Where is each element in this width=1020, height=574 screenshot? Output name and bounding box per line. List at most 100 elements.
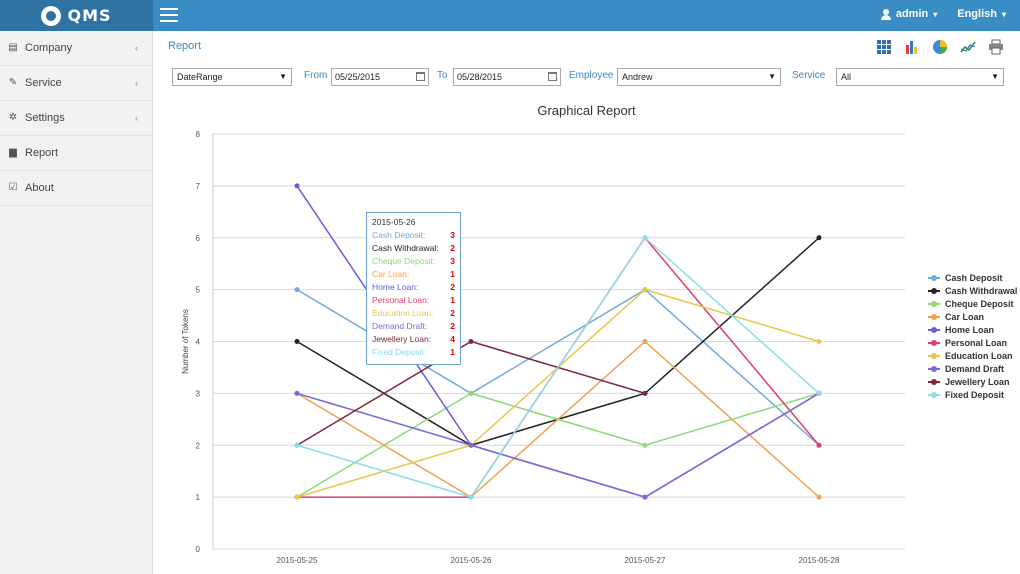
from-date-input[interactable]: 05/25/2015	[331, 68, 429, 86]
data-point	[642, 235, 648, 241]
legend-item[interactable]: Home Loan	[928, 323, 1017, 336]
legend-label: Fixed Deposit	[945, 389, 1005, 400]
y-axis-label: Number of Tokens	[181, 309, 190, 374]
employee-label: Employee	[569, 70, 614, 81]
print-icon[interactable]	[988, 39, 1004, 55]
data-point	[642, 287, 648, 293]
y-tick-label: 0	[196, 545, 201, 554]
legend-label: Cheque Deposit	[945, 298, 1014, 309]
data-point	[468, 339, 474, 344]
legend-label: Car Loan	[945, 311, 985, 322]
service-label: Service	[792, 70, 826, 81]
tooltip-label: Jewellery Loan:	[372, 334, 432, 344]
line-chart-icon[interactable]	[960, 39, 976, 55]
sidebar-item-label: Settings	[25, 112, 65, 124]
y-tick-label: 3	[196, 389, 201, 398]
to-label: To	[437, 70, 448, 81]
employee-select[interactable]: Andrew ▼	[617, 68, 781, 86]
tooltip-row: Education Loan: 2	[372, 307, 455, 320]
from-date-value: 05/25/2015	[335, 72, 381, 82]
data-point	[468, 442, 474, 448]
legend-item[interactable]: Cash Withdrawal	[928, 284, 1017, 297]
chart-legend: Cash Deposit Cash Withdrawal Cheque Deposi…	[928, 271, 1017, 401]
y-tick-label: 8	[196, 130, 201, 139]
tooltip-label: Education Loan:	[372, 308, 434, 318]
range-type-select[interactable]: DateRange ▼	[172, 68, 292, 86]
legend-swatch	[928, 378, 940, 386]
chevron-left-icon: ‹	[135, 78, 138, 88]
legend-item[interactable]: Jewellery Loan	[928, 375, 1017, 388]
service-select[interactable]: All ▼	[836, 68, 1004, 86]
sidebar: ▤ Company ‹ ✎ Service ‹ ✲ Settings ‹ ▆ R…	[0, 31, 153, 574]
tooltip-label: Cash Deposit:	[372, 230, 426, 240]
tooltip-value: 2	[450, 282, 455, 292]
x-tick-label: 2015-05-27	[625, 556, 666, 565]
document-icon: ▆	[9, 147, 17, 158]
sidebar-item-report[interactable]: ▆ Report	[0, 136, 152, 171]
x-tick-label: 2015-05-26	[451, 556, 492, 565]
tooltip-value: 1	[450, 295, 455, 305]
legend-swatch	[928, 287, 940, 295]
data-point	[468, 390, 474, 396]
language-label: English	[957, 8, 997, 20]
menu-toggle-icon[interactable]	[160, 8, 178, 22]
edit-icon: ☑	[8, 182, 18, 193]
grid-icon[interactable]	[876, 39, 892, 55]
tooltip-label: Home Loan:	[372, 282, 419, 292]
tooltip-row: Cheque Deposit: 3	[372, 255, 455, 268]
legend-item[interactable]: Education Loan	[928, 349, 1017, 362]
range-type-value: DateRange	[177, 72, 223, 82]
bar-chart-icon[interactable]	[904, 39, 920, 55]
data-point	[294, 390, 300, 396]
to-date-value: 05/28/2015	[457, 72, 503, 82]
legend-swatch	[928, 313, 940, 321]
y-tick-label: 6	[196, 234, 201, 243]
tooltip-row: Fixed Deposit: 1	[372, 346, 455, 359]
legend-item[interactable]: Fixed Deposit	[928, 388, 1017, 401]
legend-item[interactable]: Cash Deposit	[928, 271, 1017, 284]
tooltip-value: 2	[450, 308, 455, 318]
user-menu[interactable]: admin ▾	[880, 8, 938, 20]
employee-value: Andrew	[622, 72, 653, 82]
calendar-icon[interactable]	[548, 72, 557, 81]
data-point	[294, 287, 300, 293]
data-point	[294, 442, 300, 448]
tooltip-label: Demand Draft:	[372, 321, 428, 331]
legend-item[interactable]: Demand Draft	[928, 362, 1017, 375]
tooltip-row: Cash Deposit: 3	[372, 229, 455, 242]
tooltip-row: Personal Loan: 1	[372, 294, 455, 307]
tooltip-row: Car Loan: 1	[372, 268, 455, 281]
filter-bar: DateRange ▼ From 05/25/2015 To 05/28/201…	[172, 68, 1005, 88]
tooltip-value: 3	[450, 230, 455, 240]
from-label: From	[304, 70, 328, 81]
user-name: admin	[895, 8, 929, 20]
logo-icon	[41, 5, 62, 26]
chevron-down-icon: ▾	[933, 9, 938, 19]
data-point	[642, 390, 648, 396]
sidebar-item-company[interactable]: ▤ Company ‹	[0, 31, 152, 66]
legend-label: Personal Loan	[945, 337, 1008, 348]
legend-item[interactable]: Personal Loan	[928, 336, 1017, 349]
series-line	[296, 236, 820, 499]
legend-item[interactable]: Cheque Deposit	[928, 297, 1017, 310]
legend-swatch	[928, 274, 940, 282]
legend-label: Education Loan	[945, 350, 1013, 361]
legend-swatch	[928, 339, 940, 347]
sidebar-item-about[interactable]: ☑ About	[0, 171, 152, 206]
tooltip-label: Car Loan:	[372, 269, 410, 279]
language-menu[interactable]: English ▾	[957, 8, 1006, 20]
legend-swatch	[928, 365, 940, 373]
calendar-icon[interactable]	[416, 72, 425, 81]
sidebar-item-label: Company	[25, 42, 73, 54]
tooltip-value: 1	[450, 269, 455, 279]
x-tick-label: 2015-05-25	[277, 556, 318, 565]
main-content: Report DateRange ▼ From 05/25/2015 To	[153, 31, 1020, 574]
legend-item[interactable]: Car Loan	[928, 310, 1017, 323]
legend-swatch	[928, 326, 940, 334]
sidebar-item-service[interactable]: ✎ Service ‹	[0, 66, 152, 101]
app-logo[interactable]: QMS	[0, 0, 153, 31]
to-date-input[interactable]: 05/28/2015	[453, 68, 561, 86]
series-line	[296, 340, 820, 499]
sidebar-item-settings[interactable]: ✲ Settings ‹	[0, 101, 152, 136]
pie-chart-icon[interactable]	[932, 39, 948, 55]
